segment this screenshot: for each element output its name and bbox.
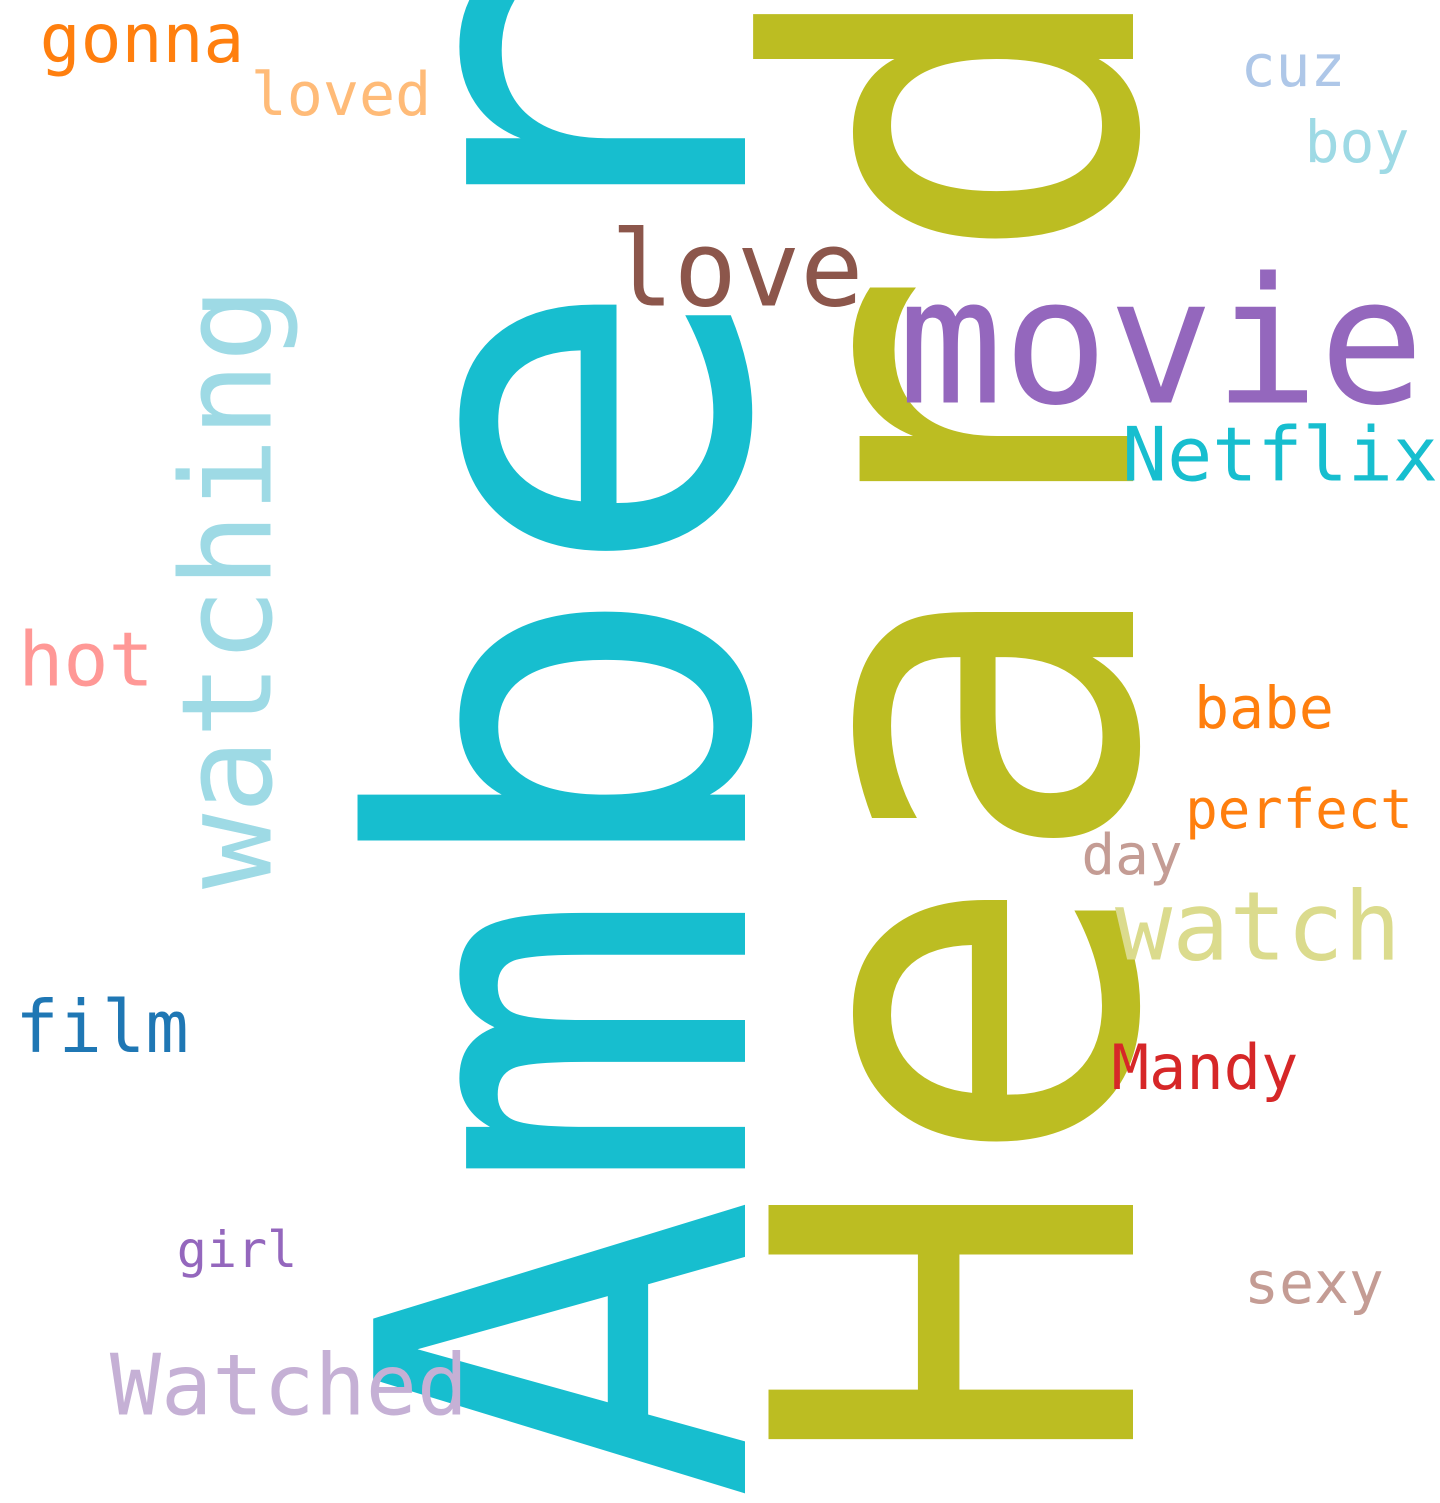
word-cloud: Amber Heard watching movie love Netflix … (15, 0, 1439, 1503)
word-gonna: gonna (39, 0, 245, 79)
word-watched: Watched (109, 1336, 469, 1436)
word-watch: watch (1115, 872, 1401, 983)
word-cuz: cuz (1240, 32, 1346, 100)
word-babe: babe (1194, 674, 1334, 742)
word-film: film (15, 985, 189, 1069)
word-love: love (610, 208, 864, 331)
word-loved: loved (250, 60, 432, 130)
word-mandy: Mandy (1111, 1031, 1299, 1104)
word-boy: boy (1304, 108, 1410, 176)
word-sexy: sexy (1244, 1249, 1384, 1317)
word-watching: watching (155, 286, 301, 890)
word-perfect: perfect (1185, 778, 1413, 841)
word-girl: girl (176, 1221, 298, 1279)
word-day: day (1081, 823, 1183, 888)
word-movie: movie (897, 241, 1425, 445)
word-hot: hot (18, 615, 154, 704)
word-netflix: Netflix (1121, 410, 1439, 499)
